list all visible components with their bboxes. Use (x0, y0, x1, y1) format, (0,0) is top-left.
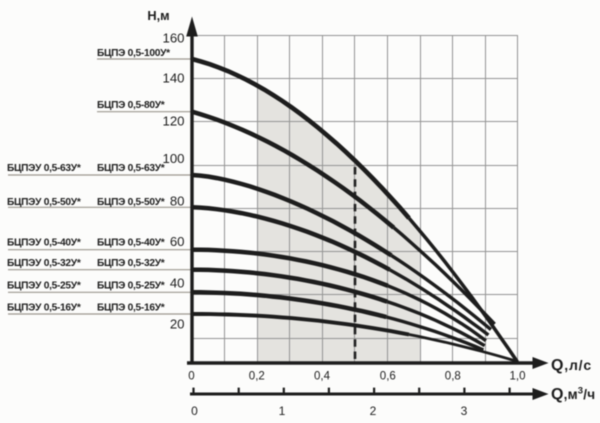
svg-text:40: 40 (170, 276, 185, 291)
svg-text:БЦПЭУ 0,5-50У*: БЦПЭУ 0,5-50У* (7, 197, 81, 208)
svg-text:0,6: 0,6 (380, 371, 396, 383)
svg-text:0,4: 0,4 (314, 371, 331, 383)
svg-text:БЦПЭУ 0,5-40У*: БЦПЭУ 0,5-40У* (7, 238, 81, 249)
svg-text:3: 3 (461, 404, 468, 418)
svg-text:0: 0 (191, 404, 198, 418)
svg-text:БЦПЭУ 0,5-63У*: БЦПЭУ 0,5-63У* (7, 163, 81, 174)
svg-text:1: 1 (279, 404, 286, 418)
svg-text:БЦПЭ 0,5-32У*: БЦПЭ 0,5-32У* (97, 258, 165, 269)
svg-text:БЦПЭ 0,5-63У*: БЦПЭ 0,5-63У* (97, 163, 165, 174)
svg-text:60: 60 (170, 234, 185, 249)
svg-text:120: 120 (162, 114, 184, 129)
svg-text:1,0: 1,0 (510, 371, 526, 383)
svg-text:БЦПЭ 0,5-80У*: БЦПЭ 0,5-80У* (97, 100, 165, 111)
svg-text:160: 160 (162, 31, 184, 46)
svg-text:БЦПЭ 0,5-100У*: БЦПЭ 0,5-100У* (97, 48, 170, 59)
svg-text:Q,м3/ч: Q,м3/ч (551, 386, 595, 404)
svg-text:100: 100 (162, 151, 184, 166)
svg-text:Н,м: Н,м (147, 8, 169, 23)
svg-text:БЦПЭ 0,5-25У*: БЦПЭ 0,5-25У* (97, 280, 165, 291)
svg-text:2: 2 (370, 404, 377, 418)
svg-text:БЦПЭ 0,5-16У*: БЦПЭ 0,5-16У* (97, 303, 165, 314)
svg-text:БЦПЭУ 0,5-16У*: БЦПЭУ 0,5-16У* (7, 303, 81, 314)
svg-text:0: 0 (188, 371, 194, 383)
svg-text:Q,л/с: Q,л/с (551, 357, 592, 374)
svg-text:140: 140 (162, 71, 184, 86)
svg-text:БЦПЭУ 0,5-32У*: БЦПЭУ 0,5-32У* (7, 258, 81, 269)
svg-text:БЦПЭ 0,5-50У*: БЦПЭ 0,5-50У* (97, 197, 165, 208)
svg-text:0,2: 0,2 (249, 371, 265, 383)
svg-text:0,8: 0,8 (445, 371, 461, 383)
svg-text:20: 20 (170, 317, 185, 332)
svg-text:БЦПЭ 0,5-40У*: БЦПЭ 0,5-40У* (97, 238, 165, 249)
svg-text:БЦПЭУ 0,5-25У*: БЦПЭУ 0,5-25У* (7, 280, 81, 291)
svg-text:80: 80 (170, 194, 185, 209)
